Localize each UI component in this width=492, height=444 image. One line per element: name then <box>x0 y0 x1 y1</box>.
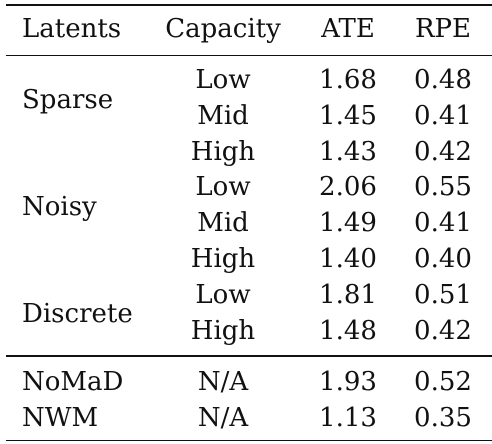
top-rule <box>6 4 492 6</box>
baseline-capacity: N/A <box>197 403 249 433</box>
header-rule <box>6 55 492 56</box>
group-label-sparse: Sparse <box>22 85 114 115</box>
bottom-rule <box>6 440 492 441</box>
row-rpe: 0.42 <box>414 137 472 167</box>
row-rpe: 0.41 <box>414 101 472 131</box>
baseline-rpe: 0.52 <box>414 367 472 397</box>
row-rpe: 0.55 <box>414 172 472 202</box>
row-ate: 2.06 <box>319 172 377 202</box>
group-label-discrete: Discrete <box>22 299 133 329</box>
header-rpe: RPE <box>414 14 472 44</box>
baseline-name-nomad: NoMaD <box>22 367 124 397</box>
baseline-ate: 1.13 <box>319 403 377 433</box>
row-capacity: High <box>190 316 256 346</box>
row-ate: 1.81 <box>319 280 377 310</box>
row-capacity: Low <box>195 65 251 95</box>
row-rpe: 0.40 <box>414 244 472 274</box>
header-ate: ATE <box>321 14 375 44</box>
baseline-rpe: 0.35 <box>414 403 472 433</box>
header-latents: Latents <box>22 14 122 44</box>
baseline-capacity: N/A <box>197 367 249 397</box>
row-capacity: High <box>190 244 256 274</box>
row-ate: 1.45 <box>319 101 377 131</box>
baseline-ate: 1.93 <box>319 367 377 397</box>
row-rpe: 0.42 <box>414 316 472 346</box>
row-ate: 1.40 <box>319 244 377 274</box>
row-capacity: Mid <box>197 208 249 238</box>
baseline-name-nwm: NWM <box>22 403 99 433</box>
row-ate: 1.48 <box>319 316 377 346</box>
row-capacity: Low <box>195 280 251 310</box>
group-label-noisy: Noisy <box>22 192 97 222</box>
row-capacity: High <box>190 137 256 167</box>
row-rpe: 0.41 <box>414 208 472 238</box>
row-capacity: Low <box>195 172 251 202</box>
header-capacity: Capacity <box>165 14 281 44</box>
row-ate: 1.68 <box>319 65 377 95</box>
row-capacity: Mid <box>197 101 249 131</box>
baseline-separator-rule <box>6 355 492 357</box>
row-rpe: 0.48 <box>414 65 472 95</box>
row-ate: 1.49 <box>319 208 377 238</box>
row-rpe: 0.51 <box>414 280 472 310</box>
row-ate: 1.43 <box>319 137 377 167</box>
